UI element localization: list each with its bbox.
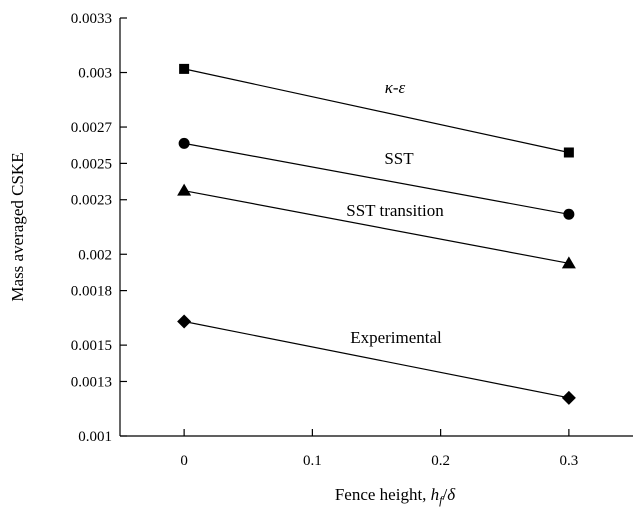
circle-marker — [178, 137, 190, 149]
y-tick-label: 0.0033 — [71, 11, 112, 27]
square-marker — [179, 63, 190, 74]
series-line — [184, 142, 569, 215]
series-label-sst: SST — [384, 149, 414, 168]
series-line — [183, 68, 570, 154]
series-label-experimental: Experimental — [350, 328, 442, 347]
triangle-marker — [177, 183, 192, 196]
x-axis-title-delta: δ — [447, 485, 456, 504]
triangle-marker — [561, 256, 576, 269]
x-tick-label: 0.3 — [560, 453, 579, 469]
series-line — [184, 320, 569, 399]
x-tick-label: 0 — [180, 453, 188, 469]
plot-area: 0.001 0.0013 0.0015 0.0018 0.002 0.0023 0.0025… — [71, 11, 633, 469]
y-ticks: 0.001 0.0013 0.0015 0.0018 0.002 0.0023 0.0025… — [71, 11, 127, 445]
x-axis-title: Fence height, hf/δ — [335, 485, 456, 507]
x-axis-title-slash: / — [443, 485, 448, 504]
series-lines — [183, 68, 570, 399]
y-tick-label: 0.002 — [78, 247, 112, 263]
y-axis-title: Mass averaged CSKE — [8, 152, 27, 301]
series-label-kepsilon: κ-ε — [385, 78, 406, 97]
y-tick-label: 0.0015 — [71, 338, 112, 354]
square-marker — [563, 147, 574, 158]
y-tick-label: 0.0013 — [71, 374, 112, 390]
circle-marker — [563, 208, 575, 220]
diamond-marker — [177, 314, 192, 329]
y-tick-label: 0.0018 — [71, 284, 112, 300]
y-tick-label: 0.0025 — [71, 156, 112, 172]
x-tick-label: 0.2 — [431, 453, 450, 469]
series-line — [184, 190, 569, 264]
y-tick-label: 0.003 — [78, 66, 112, 82]
diamond-marker — [561, 390, 576, 405]
y-tick-label: 0.0027 — [71, 120, 113, 136]
series-label-sst-transition: SST transition — [346, 201, 444, 220]
series-markers — [177, 63, 576, 405]
x-axis-title-var: h — [431, 485, 440, 504]
x-tick-label: 0.1 — [303, 453, 322, 469]
x-axis-title-sub: f — [439, 493, 444, 507]
x-ticks: 0 0.1 0.2 0.3 — [180, 429, 578, 469]
y-tick-label: 0.001 — [78, 429, 112, 445]
y-tick-label: 0.0023 — [71, 193, 112, 209]
x-axis-title-main: Fence height, — [335, 485, 431, 504]
